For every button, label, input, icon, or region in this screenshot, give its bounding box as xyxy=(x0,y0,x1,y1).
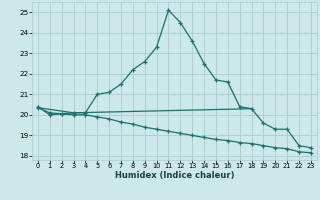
X-axis label: Humidex (Indice chaleur): Humidex (Indice chaleur) xyxy=(115,171,234,180)
